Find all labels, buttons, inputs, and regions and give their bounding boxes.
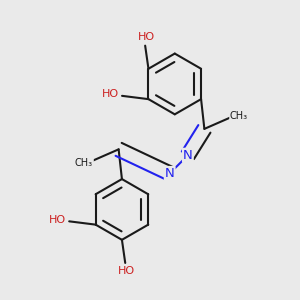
Text: CH₃: CH₃: [230, 111, 248, 121]
Text: N: N: [183, 149, 193, 162]
Text: HO: HO: [102, 89, 119, 99]
Text: HO: HO: [118, 266, 135, 276]
Text: CH₃: CH₃: [75, 158, 93, 167]
Text: HO: HO: [49, 215, 66, 225]
Text: N: N: [165, 167, 175, 180]
Text: HO: HO: [138, 32, 155, 42]
